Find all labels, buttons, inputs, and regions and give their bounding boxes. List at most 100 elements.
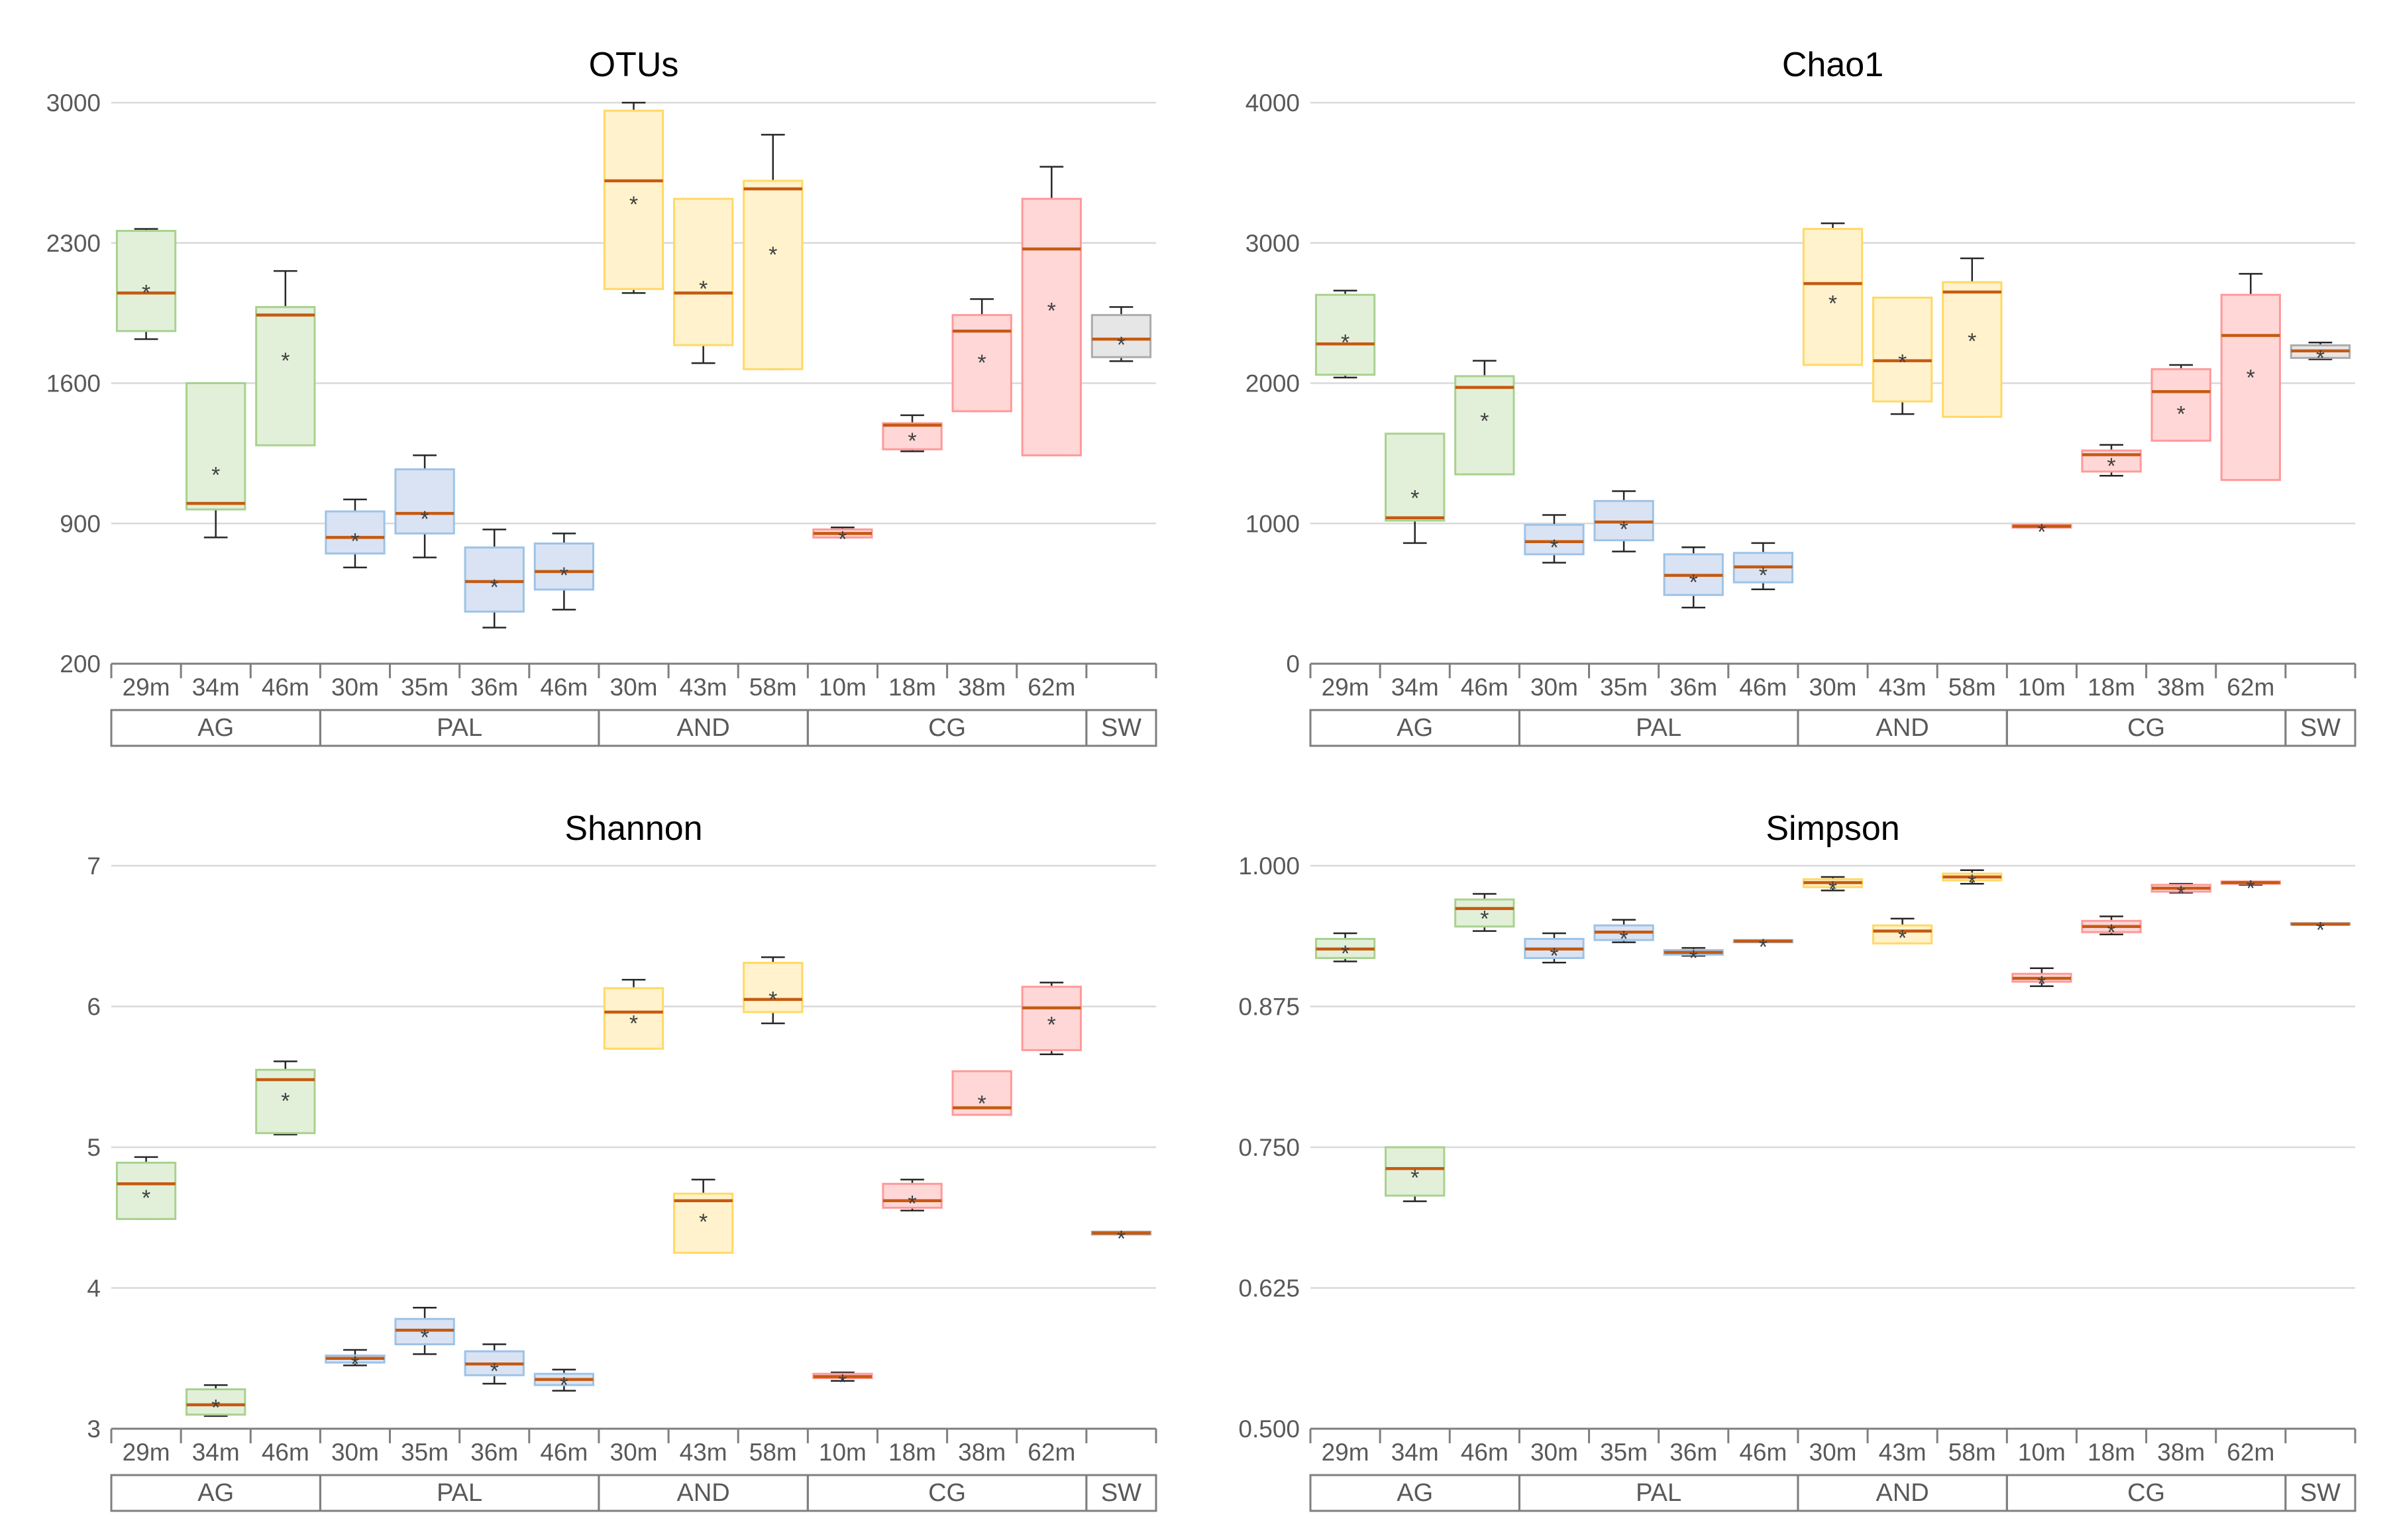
- group-label: CG: [2127, 1479, 2165, 1507]
- mean-marker: *: [2107, 920, 2115, 945]
- box-iqr: [1021, 986, 1082, 1051]
- box-and-58m: *: [1942, 257, 2003, 418]
- chart-panel-otus: OTUs 3000 2300 1600 900 200 29m 34m 46m 30m 35m 36m…: [46, 46, 1157, 747]
- box-iqr: [1872, 924, 1933, 945]
- mean-marker: *: [1410, 486, 1419, 511]
- x-tick-label: 34m: [1391, 674, 1439, 701]
- x-tick-label: 10m: [2018, 1439, 2066, 1466]
- box-pal-35m: *: [1593, 490, 1654, 552]
- chart-title: OTUs: [589, 46, 679, 84]
- box-iqr: [1090, 314, 1152, 358]
- box-iqr: [1524, 523, 1585, 556]
- y-tick-label: 0.625: [1238, 1275, 1300, 1302]
- mean-marker: *: [699, 276, 708, 301]
- y-tick-label: 0: [1286, 650, 1300, 678]
- x-tick-label: 18m: [2088, 674, 2135, 701]
- box-and-43m: *: [1872, 917, 1933, 950]
- mean-marker: *: [2247, 876, 2255, 901]
- box-and-30m: *: [1802, 876, 1864, 902]
- box-iqr: [1385, 1146, 1446, 1197]
- x-tick-label: 30m: [1530, 674, 1578, 701]
- x-tick-label: 30m: [1809, 674, 1857, 701]
- box-pal-46m: *: [533, 533, 595, 611]
- group-label: CG: [2127, 714, 2165, 742]
- box-and-43m: *: [672, 1178, 734, 1254]
- box-ag-29m: *: [115, 228, 177, 340]
- box-pal-36m: *: [1663, 946, 1724, 971]
- chart-title: Shannon: [564, 809, 702, 848]
- x-tick-label: 46m: [262, 1439, 309, 1466]
- x-tick-label: 46m: [1461, 674, 1509, 701]
- x-tick-label: 43m: [1879, 1439, 1927, 1466]
- x-tick-label: 46m: [540, 1439, 588, 1466]
- group-box-sw: [2284, 709, 2357, 747]
- mean-marker: *: [560, 563, 568, 588]
- box-cg-18m: *: [2081, 444, 2142, 479]
- box-ag-46m: *: [255, 270, 316, 446]
- box-iqr: [1942, 281, 2003, 418]
- mean-marker: *: [1047, 1013, 1056, 1038]
- group-label: PAL: [437, 714, 482, 742]
- box-pal-35m: *: [394, 454, 455, 558]
- box-iqr: [743, 962, 804, 1013]
- group-label: AG: [1397, 714, 1433, 742]
- box-and-58m: *: [743, 956, 804, 1025]
- group-label: AND: [1876, 1479, 1929, 1507]
- mean-marker: *: [978, 1092, 986, 1117]
- y-tick-label: 2000: [1245, 370, 1300, 397]
- mean-marker: *: [142, 1186, 150, 1211]
- x-tick-label: 29m: [1322, 1439, 1369, 1466]
- mean-marker: *: [1898, 925, 1907, 950]
- box-and-30m: *: [603, 978, 664, 1050]
- box-pal-46m: *: [533, 1368, 595, 1398]
- box-cg-10m: *: [812, 1370, 873, 1395]
- box-sw-sw: *: [1090, 306, 1152, 362]
- x-tick-label: 62m: [1028, 674, 1075, 701]
- box-pal-46m: *: [1732, 542, 1794, 591]
- group-box-sw: [2284, 1474, 2357, 1512]
- x-tick-label: 29m: [123, 1439, 170, 1466]
- group-label: PAL: [437, 1479, 482, 1507]
- box-cg-18m: *: [882, 1178, 943, 1217]
- box-cg-38m: *: [951, 1070, 1012, 1117]
- mean-marker: *: [2247, 366, 2255, 391]
- box-iqr: [672, 197, 734, 346]
- group-label: AG: [197, 1479, 234, 1507]
- x-tick-label: 35m: [401, 1439, 449, 1466]
- x-tick-label: 29m: [123, 674, 170, 701]
- y-tick-label: 0.750: [1238, 1134, 1300, 1161]
- box-iqr: [1872, 296, 1933, 403]
- box-pal-30m: *: [325, 498, 386, 569]
- y-tick-label: 7: [87, 852, 101, 880]
- group-label: SW: [1101, 1479, 1141, 1507]
- mean-marker: *: [1117, 1227, 1126, 1252]
- box-sw-sw: *: [2290, 917, 2351, 943]
- box-cg-18m: *: [882, 414, 943, 454]
- box-and-30m: *: [1802, 222, 1864, 366]
- x-tick-label: 30m: [1809, 1439, 1857, 1466]
- box-iqr: [255, 306, 316, 446]
- x-tick-label: 10m: [2018, 674, 2066, 701]
- box-sw-sw: *: [2290, 341, 2351, 371]
- box-iqr: [185, 1388, 246, 1416]
- group-box-sw: [1085, 709, 1157, 747]
- box-iqr: [115, 1161, 177, 1220]
- box-ag-29m: *: [1314, 932, 1376, 966]
- mean-marker: *: [2177, 882, 2186, 907]
- box-cg-10m: *: [812, 527, 873, 552]
- mean-marker: *: [978, 350, 986, 376]
- group-label: SW: [2300, 714, 2341, 742]
- mean-marker: *: [1047, 299, 1056, 324]
- mean-marker: *: [1898, 350, 1907, 375]
- x-tick-label: 38m: [2157, 1439, 2205, 1466]
- box-pal-36m: *: [1663, 546, 1724, 609]
- mean-marker: *: [1619, 517, 1628, 542]
- y-tick-label: 6: [87, 994, 101, 1021]
- mean-marker: *: [1759, 563, 1768, 588]
- mean-marker: *: [1968, 870, 1976, 896]
- x-tick-label: 30m: [1530, 1439, 1578, 1466]
- chart-panel-shannon: Shannon 7 6 5 4 3 29m 34m 46m 30m 35m 36m 46m 30m 43m 5…: [87, 809, 1157, 1512]
- mean-marker: *: [1689, 570, 1698, 595]
- box-pal-46m: *: [1732, 935, 1794, 960]
- box-cg-10m: *: [2011, 967, 2072, 997]
